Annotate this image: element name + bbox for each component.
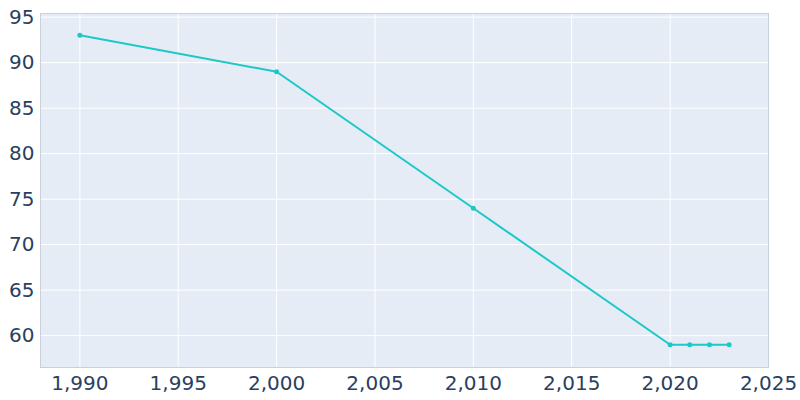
svg-text:1,995: 1,995 bbox=[150, 371, 207, 395]
svg-text:95: 95 bbox=[9, 5, 34, 29]
svg-text:2,015: 2,015 bbox=[543, 371, 600, 395]
svg-text:2,005: 2,005 bbox=[346, 371, 403, 395]
svg-text:2,025: 2,025 bbox=[740, 371, 797, 395]
svg-text:70: 70 bbox=[9, 232, 34, 256]
svg-text:75: 75 bbox=[9, 187, 34, 211]
svg-text:2,010: 2,010 bbox=[445, 371, 502, 395]
svg-text:1,990: 1,990 bbox=[51, 371, 108, 395]
svg-text:85: 85 bbox=[9, 96, 34, 120]
svg-text:2,000: 2,000 bbox=[248, 371, 305, 395]
svg-text:60: 60 bbox=[9, 323, 34, 347]
svg-text:90: 90 bbox=[9, 50, 34, 74]
svg-text:2,020: 2,020 bbox=[641, 371, 698, 395]
svg-text:80: 80 bbox=[9, 141, 34, 165]
svg-text:65: 65 bbox=[9, 278, 34, 302]
